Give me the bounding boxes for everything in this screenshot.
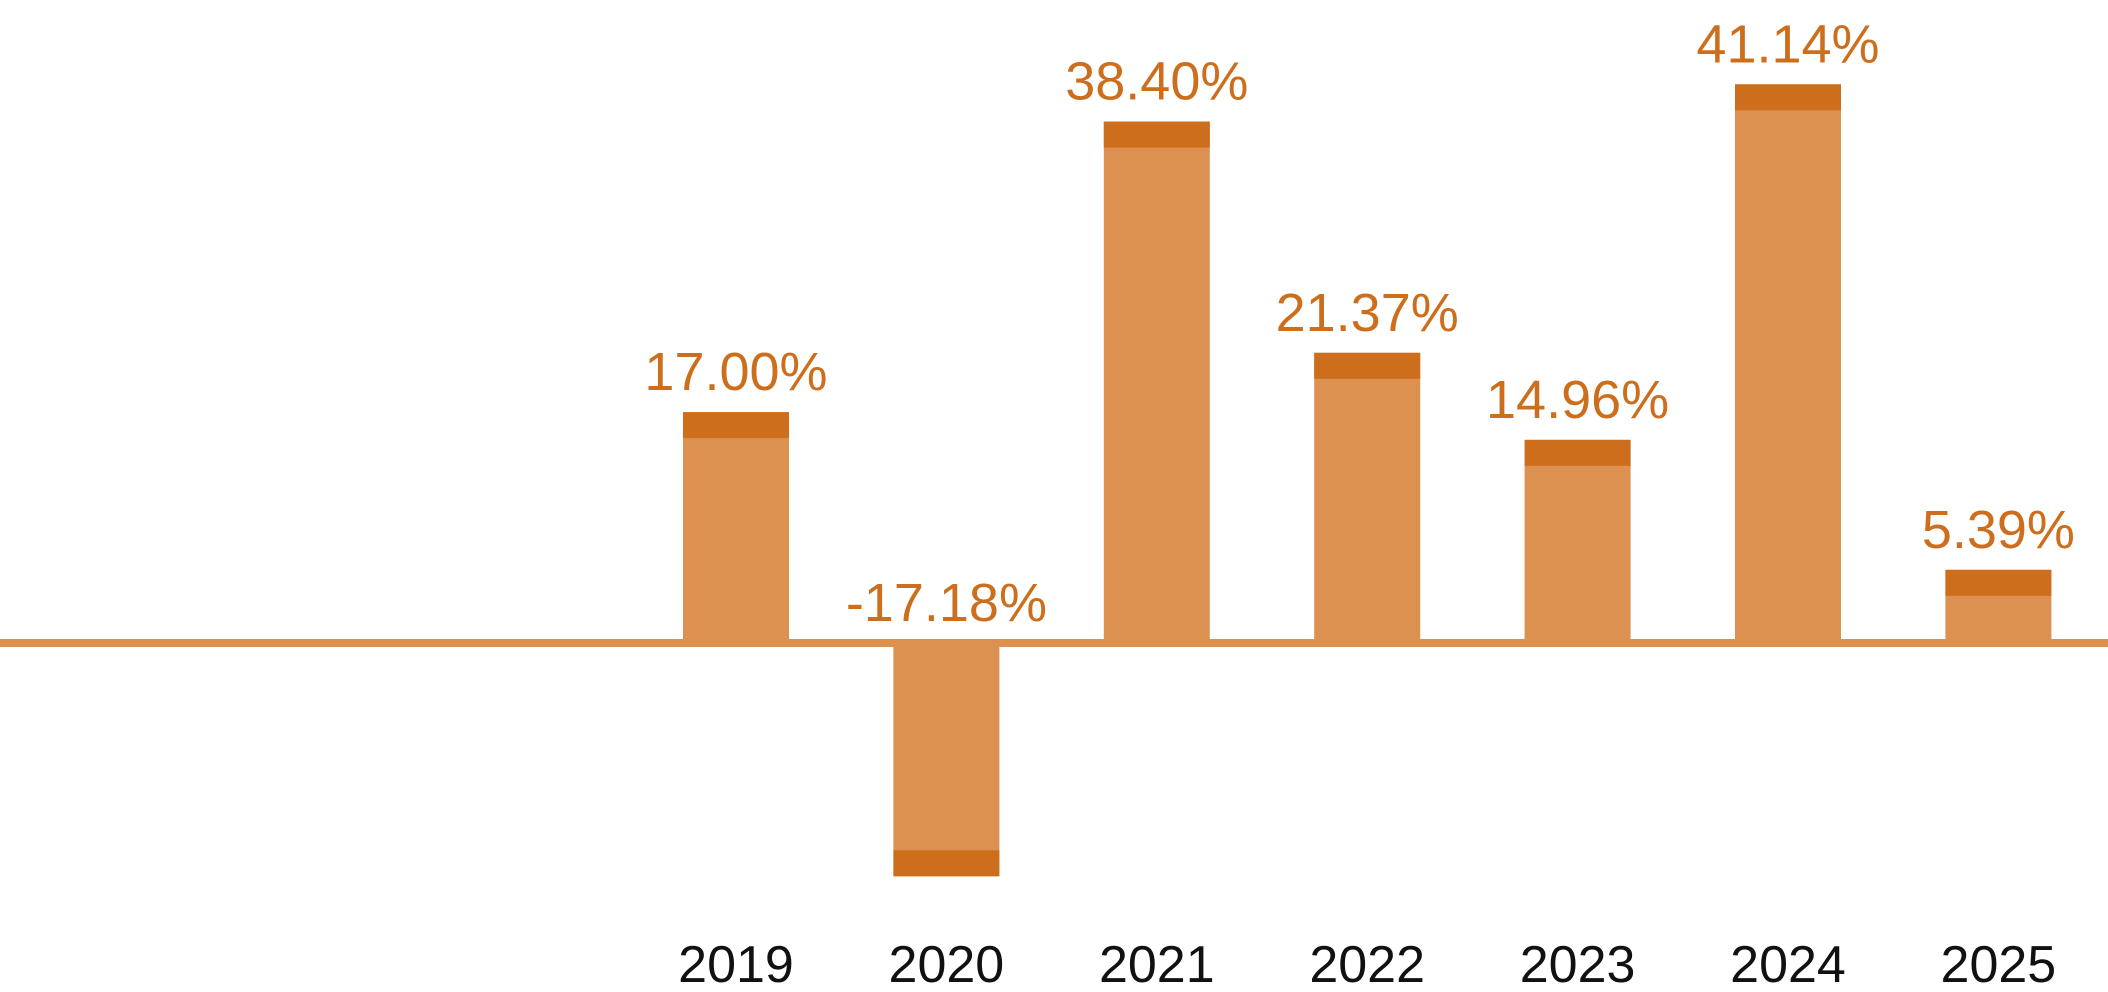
bar-2021 — [1103, 121, 1210, 643]
zero-axis-line — [0, 639, 2108, 647]
bar-cap-2020 — [893, 850, 1000, 877]
bar-cap-2023 — [1524, 439, 1631, 466]
bar-cap-2022 — [1314, 352, 1421, 379]
x-tick-label: 2020 — [889, 936, 1005, 992]
value-label: 41.14% — [1696, 14, 1879, 74]
x-tick-label: 2022 — [1309, 936, 1425, 992]
bar-cap-2024 — [1735, 84, 1841, 111]
bar-cap-2019 — [683, 412, 789, 439]
bar-2024 — [1735, 84, 1841, 644]
x-tick-label: 2025 — [1941, 936, 2057, 992]
value-label: 21.37% — [1276, 283, 1459, 343]
x-tick-label: 2021 — [1099, 936, 1215, 992]
value-label: -17.18% — [846, 573, 1047, 633]
bar-2019 — [683, 412, 789, 643]
value-label: 14.96% — [1486, 370, 1669, 430]
x-tick-label: 2019 — [678, 936, 794, 992]
bar-2022 — [1314, 352, 1421, 643]
x-tick-label: 2023 — [1520, 936, 1636, 992]
bar-cap-2021 — [1103, 121, 1210, 148]
bar-cap-2025 — [1945, 569, 2052, 596]
value-label: 38.40% — [1065, 52, 1248, 112]
value-label: 5.39% — [1922, 500, 2075, 560]
bar-2020 — [893, 643, 1000, 877]
value-label: 17.00% — [644, 342, 827, 402]
bar-2023 — [1524, 439, 1631, 643]
x-tick-label: 2024 — [1730, 936, 1846, 992]
